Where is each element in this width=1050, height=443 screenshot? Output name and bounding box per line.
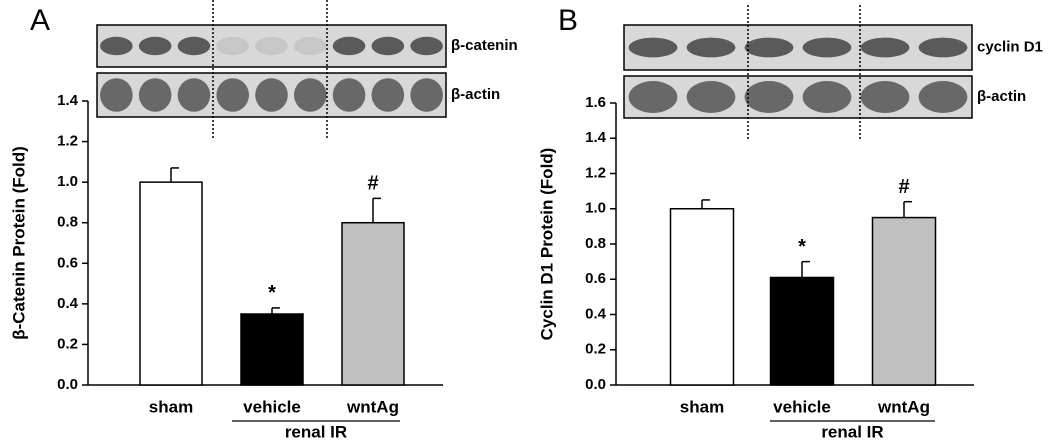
y-tick-label: 0.6	[57, 254, 78, 271]
y-tick-label: 1.2	[57, 133, 78, 150]
blot-band	[371, 36, 405, 56]
y-tick-label: 1.0	[585, 200, 606, 217]
blot-band	[860, 81, 910, 113]
y-tick-label: 1.6	[585, 94, 606, 111]
blot-band	[686, 37, 736, 58]
x-tick-label: vehicle	[243, 397, 301, 416]
x-tick-label: wntAg	[346, 397, 399, 416]
blot-band	[177, 36, 211, 56]
y-tick-label: 0.4	[585, 305, 607, 322]
blot-label: cyclin D1	[977, 38, 1043, 55]
bar	[240, 313, 304, 386]
blot-band	[100, 78, 133, 112]
blot-band	[100, 36, 133, 56]
bar	[871, 216, 937, 386]
x-tick-label: wntAg	[877, 397, 930, 416]
blot-band	[410, 78, 443, 112]
y-tick-label: 1.4	[57, 92, 79, 109]
blot-band	[860, 37, 910, 58]
significance-mark: #	[898, 176, 909, 198]
blot-band	[138, 36, 172, 56]
blot-band	[918, 81, 968, 113]
blot-band	[177, 78, 211, 112]
y-tick-label: 0.8	[585, 235, 606, 252]
y-axis-label: Cyclin D1 Protein (Fold)	[537, 148, 556, 341]
significance-mark: *	[798, 236, 806, 258]
blot-band	[628, 81, 678, 113]
blot-band	[293, 36, 327, 56]
blot-band	[255, 78, 288, 112]
blot-band	[628, 37, 678, 58]
blot-band	[802, 37, 852, 58]
blot-band	[255, 36, 288, 56]
x-tick-label: sham	[149, 397, 193, 416]
blot-frame	[623, 75, 973, 119]
blot-band	[216, 36, 250, 56]
y-tick-label: 0.4	[57, 295, 79, 312]
blot-band	[744, 81, 794, 113]
y-tick-label: 1.2	[585, 164, 606, 181]
blot-band	[332, 36, 366, 56]
blot-band	[410, 36, 443, 56]
blot-band	[138, 78, 172, 112]
group-label: renal IR	[285, 422, 347, 441]
bar	[341, 221, 405, 386]
blot-band	[216, 78, 250, 112]
blot-band	[686, 81, 736, 113]
blot-band	[918, 37, 968, 58]
panel-label: B	[558, 4, 578, 37]
blot-label: β-actin	[451, 86, 500, 103]
y-tick-label: 0.8	[57, 214, 78, 231]
group-label: renal IR	[821, 422, 883, 441]
blot-band	[371, 78, 405, 112]
x-tick-label: sham	[680, 397, 724, 416]
blot-frame	[623, 24, 973, 71]
y-tick-label: 0.0	[585, 376, 606, 393]
blot-band	[802, 81, 852, 113]
significance-mark: *	[268, 282, 276, 304]
blot-band	[332, 78, 366, 112]
y-tick-label: 0.0	[57, 376, 78, 393]
blot-label: β-catenin	[451, 37, 518, 54]
y-tick-label: 0.6	[585, 270, 606, 287]
panel-label: A	[30, 4, 50, 37]
blot-band	[293, 78, 327, 112]
y-tick-label: 0.2	[57, 335, 78, 352]
y-tick-label: 1.0	[57, 173, 78, 190]
y-axis-label: β-Catenin Protein (Fold)	[9, 146, 28, 340]
x-tick-label: vehicle	[773, 397, 831, 416]
blot-band	[744, 37, 794, 58]
bar	[769, 276, 835, 386]
y-tick-label: 0.2	[585, 341, 606, 358]
y-tick-label: 1.4	[585, 129, 607, 146]
bar	[669, 208, 735, 386]
significance-mark: #	[367, 173, 378, 195]
bar	[139, 181, 203, 386]
blot-label: β-actin	[977, 88, 1026, 105]
